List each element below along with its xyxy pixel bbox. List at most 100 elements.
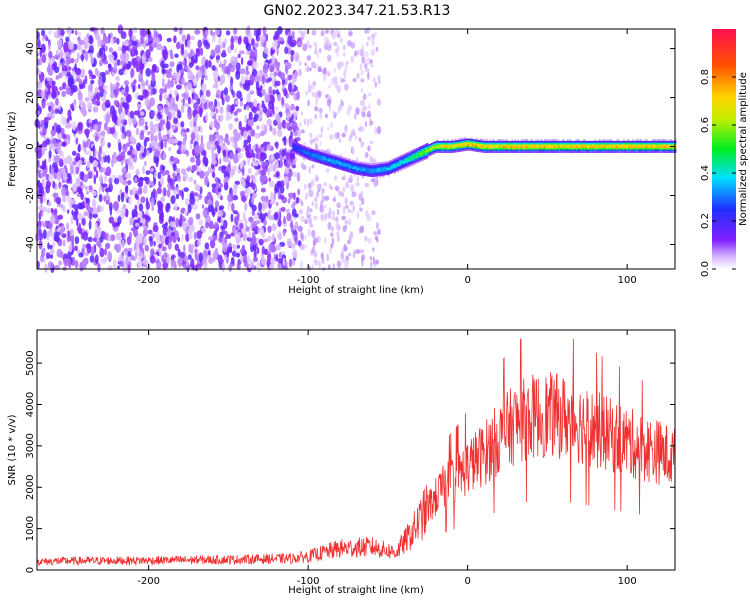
noise-cell [120,52,126,62]
noise-cell [274,141,279,148]
noise-cell [132,84,136,93]
noise-cell [168,111,172,121]
noise-cell [187,203,192,214]
noise-cell [331,216,336,221]
noise-cell [169,221,176,228]
spectrogram-cells [34,24,677,274]
noise-cell [270,243,276,253]
noise-cell [51,80,56,87]
noise-cell [175,217,180,228]
noise-cell [215,89,222,99]
noise-cell [273,212,279,221]
noise-cell [129,135,134,143]
noise-cell [197,40,202,46]
noise-cell [88,220,92,230]
noise-cell [144,97,150,107]
noise-cell [263,219,267,227]
noise-cell [58,260,62,266]
noise-cell [261,200,268,210]
noise-cell [290,53,294,63]
noise-cell [125,256,129,265]
noise-cell [99,59,103,67]
noise-cell [62,205,66,213]
noise-cell [219,106,224,114]
noise-cell [248,143,252,150]
noise-cell [234,180,241,185]
noise-cell [88,35,94,45]
noise-cell [70,216,74,225]
noise-cell [237,169,241,174]
ridge-cell [329,152,331,155]
noise-cell [184,133,187,142]
noise-cell [308,217,313,225]
noise-cell [164,170,170,175]
noise-cell [232,60,237,67]
noise-cell [318,188,321,193]
noise-cell [253,133,260,139]
noise-cell [314,237,319,243]
noise-cell [56,228,61,233]
noise-cell [336,85,342,94]
noise-cell [113,201,119,211]
noise-cell [366,57,372,65]
noise-cell [203,150,207,158]
noise-cell [195,195,200,203]
noise-cell [149,97,155,107]
noise-cell [188,176,194,182]
noise-cell [308,186,312,193]
noise-cell [239,50,245,55]
noise-cell [232,243,236,249]
noise-cell [259,35,266,43]
noise-cell [201,83,207,93]
noise-cell [311,264,314,269]
noise-cell [94,229,98,238]
noise-cell [46,84,52,89]
noise-cell [175,193,180,200]
noise-cell [260,187,266,193]
noise-cell [290,130,293,139]
noise-cell [247,156,250,166]
noise-cell [295,86,299,91]
noise-cell [123,80,130,86]
noise-cell [362,105,368,111]
noise-cell [243,103,247,111]
noise-cell [48,244,53,250]
noise-cell [349,184,355,192]
noise-cell [170,232,176,237]
ridge-cell [397,170,399,173]
noise-cell [86,197,90,204]
noise-cell [61,114,64,122]
noise-cell [51,90,57,100]
noise-cell [248,230,251,239]
noise-cell [284,65,289,74]
noise-cell [252,161,259,167]
noise-cell [188,243,192,254]
noise-cell [140,196,146,203]
noise-cell [288,193,293,200]
noise-cell [172,72,178,79]
noise-cell [299,198,303,205]
noise-cell [84,75,88,85]
noise-cell [55,75,59,80]
noise-cell [140,129,145,136]
noise-cell [56,143,62,154]
noise-cell [370,261,373,269]
noise-cell [235,62,241,72]
noise-cell [246,254,250,262]
noise-cell [302,43,308,52]
noise-cell [251,194,255,205]
noise-cell [193,115,197,124]
noise-cell [40,90,45,97]
noise-cell [61,186,66,197]
noise-cell [344,63,348,72]
noise-cell [232,195,239,201]
noise-cell [131,41,138,46]
noise-cell [145,216,151,222]
noise-cell [57,38,63,49]
noise-cell [214,206,218,213]
noise-cell [303,118,306,126]
noise-cell [290,103,295,111]
noise-cell [104,90,108,95]
noise-cell [86,160,91,167]
noise-cell [357,72,360,79]
